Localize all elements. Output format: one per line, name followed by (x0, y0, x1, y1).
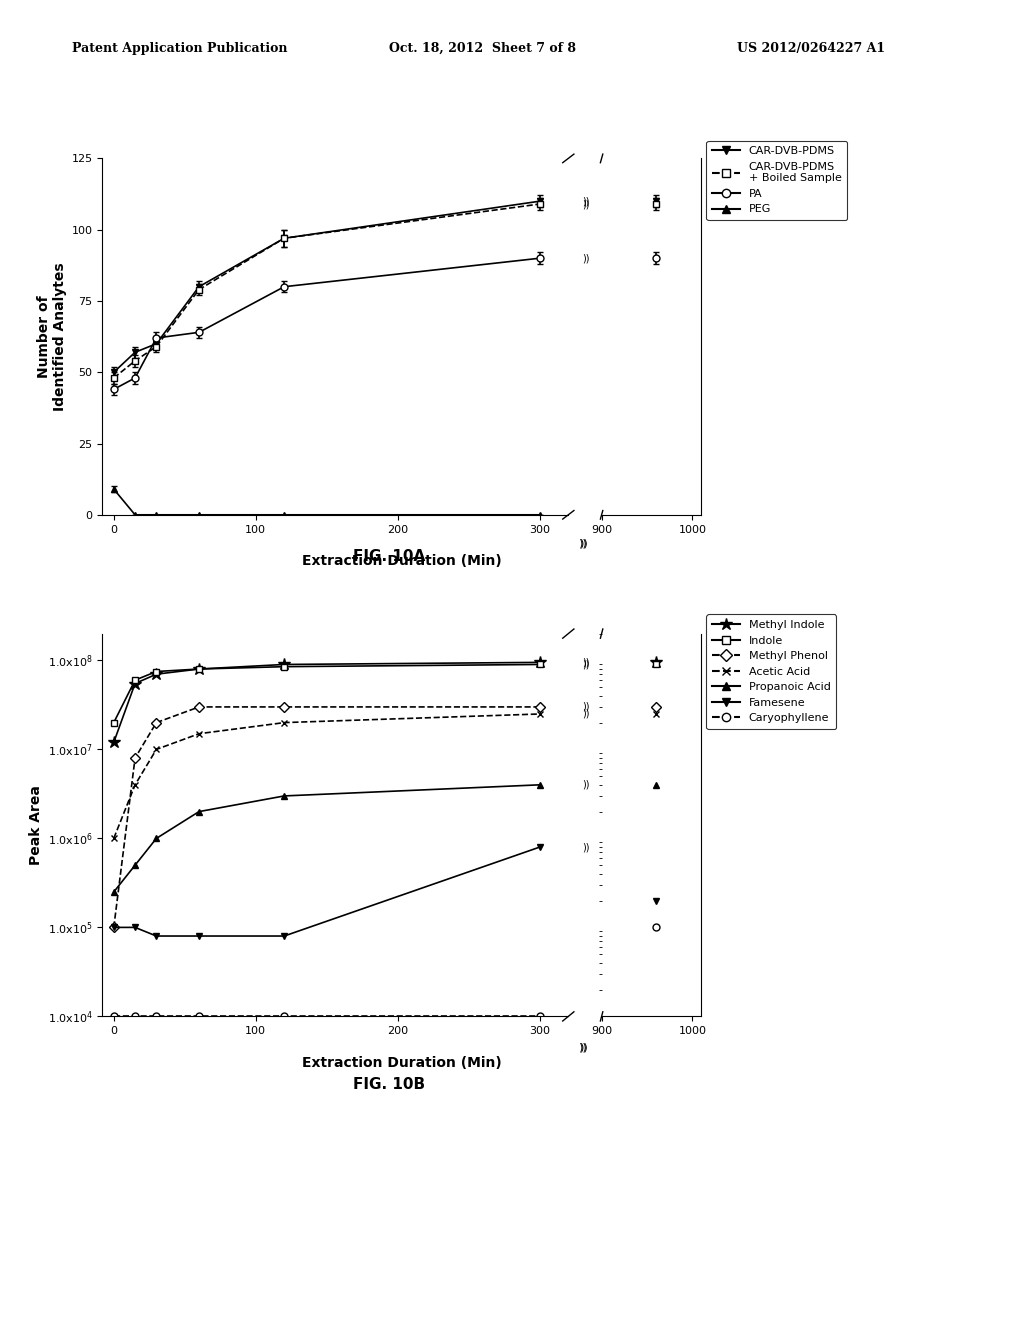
Text: )): )) (578, 539, 587, 548)
Text: )): )) (580, 539, 588, 548)
Text: Extraction Duration (Min): Extraction Duration (Min) (302, 554, 502, 569)
Legend: CAR-DVB-PDMS, CAR-DVB-PDMS
+ Boiled Sample, PA, PEG: CAR-DVB-PDMS, CAR-DVB-PDMS + Boiled Samp… (707, 140, 847, 220)
Text: )): )) (583, 199, 590, 209)
Text: )): )) (583, 660, 590, 669)
Legend: Methyl Indole, Indole, Methyl Phenol, Acetic Acid, Propanoic Acid, Famesene, Car: Methyl Indole, Indole, Methyl Phenol, Ac… (707, 615, 836, 729)
Text: )): )) (578, 1041, 587, 1052)
Text: Patent Application Publication: Patent Application Publication (72, 42, 287, 55)
Text: )): )) (583, 253, 590, 263)
Text: )): )) (583, 842, 590, 851)
Text: )): )) (583, 709, 590, 719)
Text: )): )) (583, 780, 590, 789)
Text: US 2012/0264227 A1: US 2012/0264227 A1 (737, 42, 886, 55)
Text: FIG. 10B: FIG. 10B (353, 1077, 425, 1092)
Text: )): )) (583, 197, 590, 206)
Text: )): )) (583, 702, 590, 711)
Y-axis label: Peak Area: Peak Area (30, 785, 43, 865)
Text: )): )) (583, 657, 590, 668)
Y-axis label: Number of
Identified Analytes: Number of Identified Analytes (37, 263, 68, 411)
Text: FIG. 10A: FIG. 10A (353, 549, 425, 564)
Text: )): )) (580, 1041, 588, 1052)
Text: Extraction Duration (Min): Extraction Duration (Min) (302, 1056, 502, 1071)
Text: Oct. 18, 2012  Sheet 7 of 8: Oct. 18, 2012 Sheet 7 of 8 (389, 42, 577, 55)
